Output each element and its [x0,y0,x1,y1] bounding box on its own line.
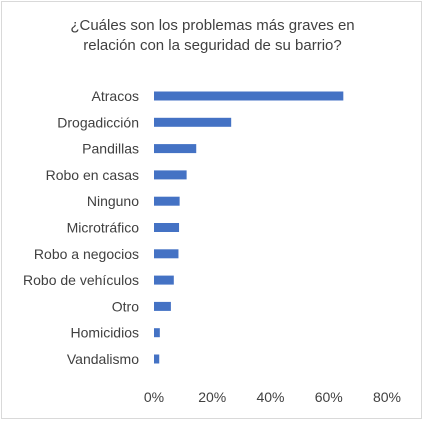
x-tick-label-4: 80% [373,389,401,405]
bar-5 [154,223,180,232]
category-label-9: Homicidios [71,325,139,341]
category-label-5: Microtráfico [67,220,140,236]
bar-8 [154,301,171,311]
category-label-0: Atracos [92,88,139,104]
bar-10 [154,354,160,364]
bar-1 [154,117,232,127]
bar-2 [154,144,197,154]
chart-title-line-1: ¿Cuáles son los problemas más graves en [70,17,355,34]
category-label-8: Otro [112,298,139,314]
bar-group [154,91,344,364]
bar-6 [154,249,179,259]
chart-title: ¿Cuáles son los problemas más graves en … [0,16,425,56]
category-label-7: Robo de vehículos [23,272,139,288]
category-label-4: Ninguno [87,193,139,209]
x-tick-labels: 0% 20% 40% 60% 80% [144,389,401,405]
category-label-1: Drogadicción [57,114,139,130]
x-tick-label-0: 0% [144,389,164,405]
x-tick-label-3: 60% [315,389,343,405]
category-label-2: Pandillas [82,141,139,157]
bar-3 [154,170,187,180]
x-tick-label-2: 40% [256,389,284,405]
category-label-3: Robo en casas [46,167,139,183]
bar-7 [154,275,174,285]
x-tick-label-1: 20% [198,389,226,405]
bar-4 [154,196,180,206]
category-label-6: Robo a negocios [34,246,139,262]
chart-title-line-2: relación con la seguridad de su barrio? [83,37,342,54]
bar-0 [154,91,344,101]
category-label-10: Vandalismo [67,351,139,367]
bar-9 [154,328,160,338]
category-labels: Atracos Drogadicción Pandillas Robo en casa… [23,88,139,367]
